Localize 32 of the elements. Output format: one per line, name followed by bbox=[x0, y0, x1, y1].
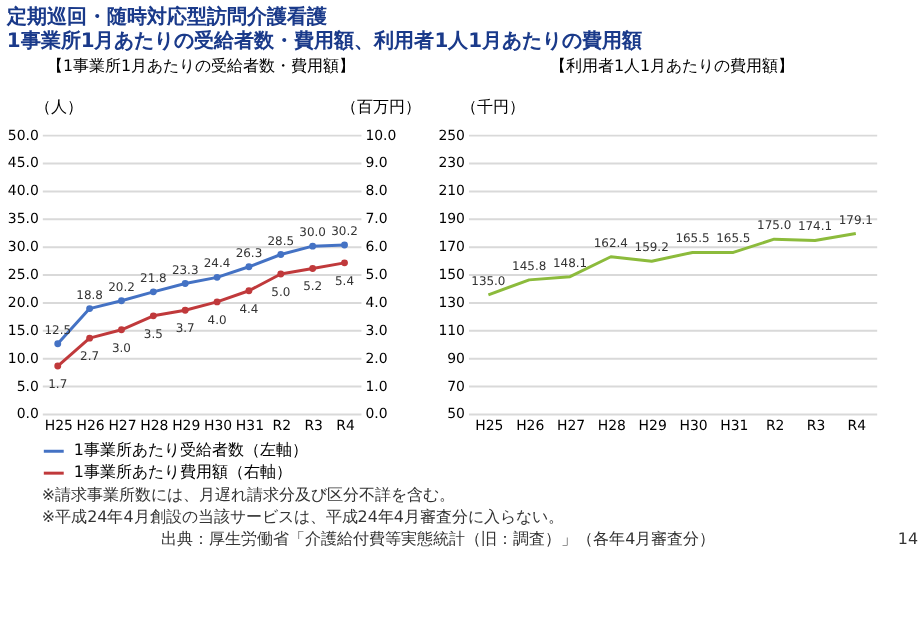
point bbox=[213, 298, 221, 306]
legend-label: 1事業所あたり受給者数（左軸） bbox=[73, 441, 308, 460]
point bbox=[245, 263, 253, 271]
point bbox=[181, 280, 189, 287]
point bbox=[341, 259, 348, 267]
chart-subtitle: 【1事業所1月あたりの受給者数・費用額】 bbox=[47, 56, 356, 75]
point bbox=[86, 334, 94, 342]
point bbox=[54, 340, 62, 348]
point bbox=[118, 297, 125, 305]
point bbox=[181, 306, 189, 314]
y-axis-title: （人） bbox=[34, 97, 83, 116]
y-axis-title: （千円） bbox=[461, 97, 525, 116]
point bbox=[213, 273, 221, 281]
point bbox=[118, 326, 125, 334]
text: ※平成24年4月創設の当該サービスは、平成24年4月審査分に入らない。 bbox=[41, 507, 564, 526]
text: 14 bbox=[897, 529, 919, 548]
source-note: 出典：厚生労働省「介護給付費等実態統計（旧：調査）」（各年4月審査分） bbox=[161, 529, 716, 548]
point bbox=[245, 287, 253, 295]
point bbox=[149, 288, 157, 296]
legend-label: 1事業所あたり費用額（右軸） bbox=[73, 463, 292, 482]
text: ※請求事業所数には、月遅れ請求分及び区分不詳を含む。 bbox=[41, 486, 456, 505]
point bbox=[341, 241, 348, 249]
point bbox=[309, 265, 317, 272]
point bbox=[86, 305, 94, 313]
point bbox=[277, 270, 285, 278]
point bbox=[149, 312, 157, 320]
chart-title: 定期巡回・随時対応型訪問介護看護 1事業所1月あたりの受給者数・費用額、利用者1人1月あたりの費用額 bbox=[4, 5, 643, 53]
point bbox=[54, 362, 62, 370]
point bbox=[309, 242, 317, 250]
point bbox=[277, 251, 285, 258]
y2-axis-title: （百万円） bbox=[341, 97, 422, 116]
chart-title: 【利用者1人1月あたりの費用額】 bbox=[549, 56, 795, 75]
